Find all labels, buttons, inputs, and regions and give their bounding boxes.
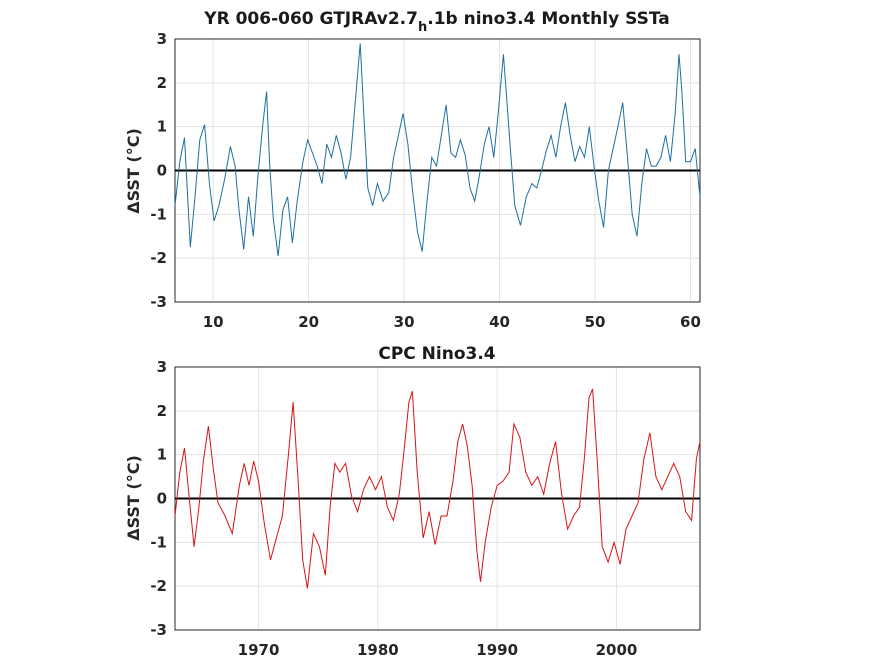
bottom-tick-labels: -3 -2 -1 0 1 2 3 1970 1980 1990 2000 (150, 358, 637, 656)
top-y-tick-label: 2 (157, 74, 167, 92)
top-y-tick-label: 1 (157, 118, 167, 136)
bottom-panel: CPC Nino3.4 -3 -2 -1 0 1 2 3 1970 1980 1990 2000 Δ… (124, 344, 701, 656)
top-y-tick-label: -1 (150, 205, 167, 223)
bottom-y-tick-label: 2 (157, 402, 167, 420)
top-series-line (174, 43, 701, 257)
top-panel: YR 006-060 GTJRAv2.7h.1b nino3.4 Monthly… (124, 9, 701, 331)
bottom-chart-title: CPC Nino3.4 (378, 344, 495, 364)
top-tick-labels: -3 -2 -1 0 1 2 3 10 20 30 40 50 60 (150, 30, 701, 331)
top-y-tick-label: 0 (157, 162, 167, 180)
bottom-x-tick-label: 2000 (596, 641, 638, 656)
bottom-y-tick-label: -3 (150, 621, 167, 639)
top-x-tick-label: 20 (298, 313, 319, 331)
top-x-tick-label: 10 (203, 313, 224, 331)
bottom-x-tick-label: 1970 (238, 641, 280, 656)
bottom-y-tick-label: -1 (150, 533, 167, 551)
bottom-y-tick-label: 0 (157, 490, 167, 508)
top-y-tick-label: 3 (157, 30, 167, 48)
bottom-series-line (174, 388, 701, 589)
top-y-axis-label: ΔSST (°C) (124, 128, 143, 214)
top-y-tick-label: -3 (150, 293, 167, 311)
bottom-x-tick-label: 1990 (476, 641, 518, 656)
bottom-x-tick-label: 1980 (357, 641, 399, 656)
bottom-y-axis-label: ΔSST (°C) (124, 455, 143, 541)
bottom-y-tick-label: 3 (157, 358, 167, 376)
top-x-tick-label: 50 (585, 313, 606, 331)
bottom-y-tick-label: -2 (150, 577, 167, 595)
top-x-tick-label: 60 (680, 313, 701, 331)
top-chart-title: YR 006-060 GTJRAv2.7h.1b nino3.4 Monthly… (203, 9, 669, 35)
top-y-tick-label: -2 (150, 249, 167, 267)
top-x-tick-label: 40 (489, 313, 510, 331)
bottom-y-tick-label: 1 (157, 446, 167, 464)
top-x-tick-label: 30 (394, 313, 415, 331)
